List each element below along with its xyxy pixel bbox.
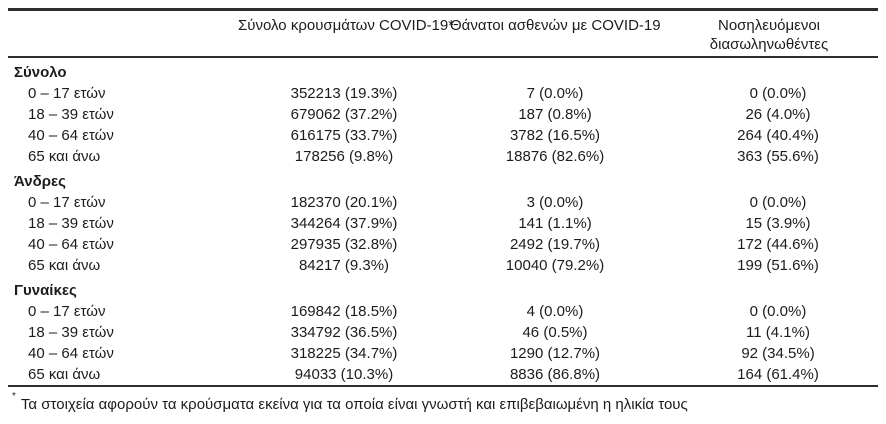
- deaths-cell: 3782 (16.5%): [509, 127, 601, 144]
- group-row-total: Σύνολο: [8, 57, 878, 83]
- group-row-women: Γυναίκες: [8, 276, 878, 301]
- cases-cell: 84217 (9.3%): [298, 257, 390, 274]
- header-row: Σύνολο κρουσμάτων COVID-19* Θάνατοι ασθε…: [8, 8, 878, 58]
- row-label: 65 και άνω: [28, 257, 101, 274]
- cases-cell: 352213 (19.3%): [290, 85, 398, 102]
- intubated-cell: 199 (51.6%): [737, 257, 819, 274]
- intubated-cell: 0 (0.0%): [749, 194, 807, 211]
- cases-cell: 334792 (36.5%): [290, 324, 398, 341]
- cases-cell: 178256 (9.8%): [294, 148, 394, 165]
- intubated-cell: 11 (4.1%): [746, 324, 810, 341]
- group-label: Γυναίκες: [14, 282, 77, 299]
- table-body: Σύνολο 0 – 17 ετών 352213 (19.3%) 7 (0.0…: [8, 57, 878, 387]
- cases-cell: 344264 (37.9%): [290, 215, 398, 232]
- table-row: 18 – 39 ετών 344264 (37.9%) 141 (1.1%) 1…: [8, 213, 878, 234]
- deaths-cell: 10040 (79.2%): [505, 257, 605, 274]
- row-label: 0 – 17 ετών: [28, 194, 106, 211]
- row-label: 18 – 39 ετών: [28, 215, 114, 232]
- cases-cell: 297935 (32.8%): [290, 236, 398, 253]
- deaths-cell: 2492 (19.7%): [509, 236, 601, 253]
- intubated-cell: 172 (44.6%): [737, 236, 819, 253]
- footnote-text: Τα στοιχεία αφορούν τα κρούσματα εκείνα …: [20, 396, 688, 413]
- deaths-cell: 141 (1.1%): [518, 215, 592, 232]
- column-header-intubated: Νοσηλευόμενοι διασωληνωθέντες: [660, 8, 878, 58]
- row-label: 0 – 17 ετών: [28, 303, 106, 320]
- column-header-empty: [8, 8, 238, 58]
- row-label: 40 – 64 ετών: [28, 345, 114, 362]
- cases-cell: 182370 (20.1%): [290, 194, 398, 211]
- table-row: 65 και άνω 178256 (9.8%) 18876 (82.6%) 3…: [8, 146, 878, 167]
- intubated-cell: 0 (0.0%): [749, 303, 807, 320]
- intubated-cell: 92 (34.5%): [741, 345, 815, 362]
- table-row: 0 – 17 ετών 169842 (18.5%) 4 (0.0%) 0 (0…: [8, 301, 878, 322]
- table-header: Σύνολο κρουσμάτων COVID-19* Θάνατοι ασθε…: [8, 8, 878, 58]
- deaths-cell: 8836 (86.8%): [450, 364, 660, 387]
- table-row: 65 και άνω 94033 (10.3%) 8836 (86.8%) 16…: [8, 364, 878, 387]
- deaths-cell: 46 (0.5%): [522, 324, 588, 341]
- table-row: 40 – 64 ετών 297935 (32.8%) 2492 (19.7%)…: [8, 234, 878, 255]
- intubated-cell: 15 (3.9%): [745, 215, 811, 232]
- table-row: 18 – 39 ετών 334792 (36.5%) 46 (0.5%) 11…: [8, 322, 878, 343]
- cases-cell: 318225 (34.7%): [290, 345, 398, 362]
- deaths-cell: 187 (0.8%): [518, 106, 592, 123]
- intubated-cell: 164 (61.4%): [660, 364, 878, 387]
- deaths-cell: 4 (0.0%): [526, 303, 584, 320]
- row-label: 65 και άνω: [28, 148, 101, 165]
- intubated-cell: 363 (55.6%): [737, 148, 819, 165]
- row-label: 40 – 64 ετών: [28, 236, 114, 253]
- table-row: 65 και άνω 84217 (9.3%) 10040 (79.2%) 19…: [8, 255, 878, 276]
- intubated-cell: 0 (0.0%): [749, 85, 807, 102]
- table-row: 18 – 39 ετών 679062 (37.2%) 187 (0.8%) 2…: [8, 104, 878, 125]
- deaths-cell: 18876 (82.6%): [505, 148, 605, 165]
- table-row: 40 – 64 ετών 616175 (33.7%) 3782 (16.5%)…: [8, 125, 878, 146]
- row-label: 18 – 39 ετών: [28, 324, 114, 341]
- cases-cell: 169842 (18.5%): [290, 303, 398, 320]
- deaths-cell: 1290 (12.7%): [509, 345, 601, 362]
- column-header-deaths: Θάνατοι ασθενών με COVID-19: [450, 8, 661, 58]
- table-row: 0 – 17 ετών 182370 (20.1%) 3 (0.0%) 0 (0…: [8, 192, 878, 213]
- report-page: Σύνολο κρουσμάτων COVID-19* Θάνατοι ασθε…: [8, 8, 878, 414]
- cases-cell: 616175 (33.7%): [290, 127, 398, 144]
- covid-age-statistics-table: Σύνολο κρουσμάτων COVID-19* Θάνατοι ασθε…: [8, 8, 878, 387]
- cases-cell: 94033 (10.3%): [238, 364, 450, 387]
- footnote-marker: *: [12, 391, 16, 402]
- row-label: 18 – 39 ετών: [28, 106, 114, 123]
- row-label: 65 και άνω: [8, 364, 238, 387]
- table-row: 40 – 64 ετών 318225 (34.7%) 1290 (12.7%)…: [8, 343, 878, 364]
- deaths-cell: 3 (0.0%): [526, 194, 584, 211]
- intubated-cell: 26 (4.0%): [745, 106, 811, 123]
- cases-cell: 679062 (37.2%): [290, 106, 398, 123]
- table-footnote: * Τα στοιχεία αφορούν τα κρούσματα εκείνα…: [8, 387, 878, 414]
- group-label: Άνδρες: [14, 173, 66, 190]
- intubated-cell: 264 (40.4%): [737, 127, 819, 144]
- column-header-total-cases: Σύνολο κρουσμάτων COVID-19*: [238, 8, 454, 58]
- row-label: 40 – 64 ετών: [28, 127, 114, 144]
- table-row: 0 – 17 ετών 352213 (19.3%) 7 (0.0%) 0 (0…: [8, 83, 878, 104]
- group-label: Σύνολο: [14, 64, 67, 81]
- row-label: 0 – 17 ετών: [28, 85, 106, 102]
- deaths-cell: 7 (0.0%): [526, 85, 584, 102]
- group-row-men: Άνδρες: [8, 167, 878, 192]
